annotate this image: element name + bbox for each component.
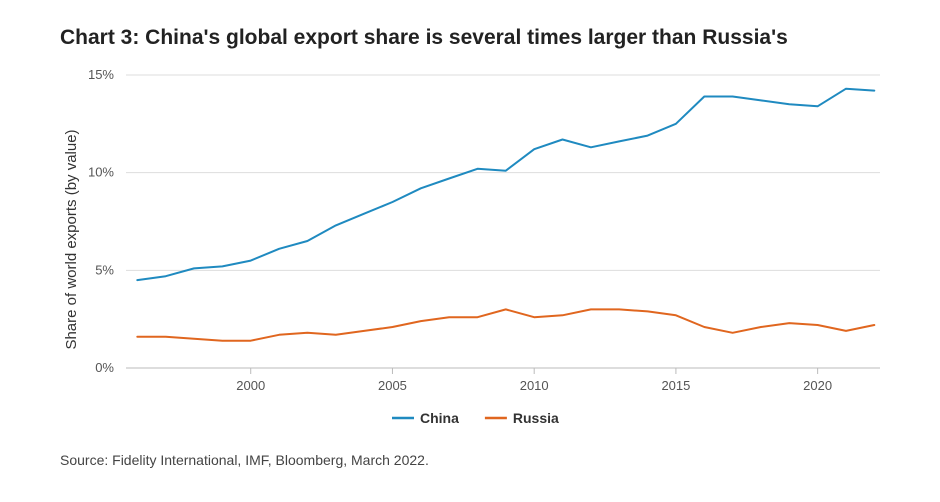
x-tick-labels: 2000 2005 2010 2015 2020	[236, 368, 832, 393]
chart-title: Chart 3: China's global export share is …	[60, 26, 788, 49]
y-tick-label: 0%	[95, 360, 114, 375]
grid-lines	[126, 74, 880, 369]
y-tick-label: 5%	[95, 262, 114, 277]
series-lines	[136, 87, 876, 342]
y-axis-title: Share of world exports (by value)	[63, 129, 80, 349]
x-tick-label: 2005	[378, 378, 407, 393]
y-tick-label: 15%	[88, 67, 114, 82]
legend: China Russia	[392, 410, 559, 426]
x-tick-label: 2015	[661, 378, 690, 393]
x-tick-label: 2010	[520, 378, 549, 393]
legend-label-china: China	[420, 410, 459, 426]
series-line-russia	[136, 308, 876, 342]
series-line-china	[136, 87, 876, 282]
legend-label-russia: Russia	[513, 410, 559, 426]
source-note: Source: Fidelity International, IMF, Blo…	[60, 452, 429, 468]
x-tick-label: 2020	[803, 378, 832, 393]
x-tick-label: 2000	[236, 378, 265, 393]
y-tick-label: 10%	[88, 165, 114, 180]
y-tick-labels: 0% 5% 10% 15%	[88, 67, 114, 375]
